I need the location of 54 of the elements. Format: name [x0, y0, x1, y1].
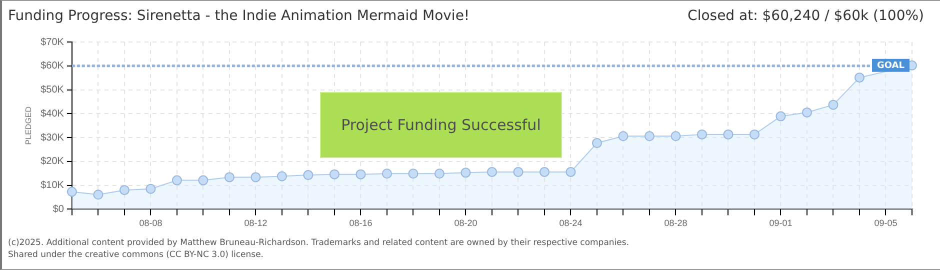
banner: Project Funding Successful	[320, 92, 562, 158]
point	[696, 129, 707, 140]
point	[198, 175, 208, 186]
y-tick-label: $0	[52, 204, 64, 215]
point	[434, 168, 444, 179]
point	[146, 184, 156, 194]
point	[513, 166, 524, 177]
text: Shared under the creative commons (CC BY-NC 3.0) license.	[8, 250, 264, 260]
x-tick-label: 08-08	[139, 218, 162, 228]
point	[566, 166, 576, 177]
x-tick-label: 08-12	[244, 218, 268, 228]
point	[828, 100, 838, 110]
point	[329, 169, 340, 180]
y-tick-label: $10K	[40, 180, 64, 192]
point	[250, 172, 261, 182]
chart-subtitle: Closed at: $60,240 / $60k (100%)	[688, 8, 924, 24]
point	[382, 168, 392, 179]
point	[723, 129, 734, 140]
point	[802, 107, 812, 118]
point	[224, 172, 234, 182]
ref-line-label: GOAL	[877, 61, 905, 72]
text: (c)2025. Additional content provided by Matthew Bruneau-Richardson. Trademarks and related content are owned by their respective companies.	[8, 238, 630, 248]
point	[486, 166, 497, 177]
point	[276, 171, 287, 182]
point	[303, 170, 314, 180]
point	[356, 169, 366, 180]
point	[670, 131, 681, 142]
x-tick-label: 08-28	[664, 218, 688, 228]
point	[93, 190, 104, 200]
point	[539, 166, 550, 177]
chart-title: Funding Progress: Sirenetta - the Indie Animation Mermaid Movie!	[8, 8, 470, 24]
point	[460, 168, 471, 178]
x-tick-label: 09-01	[769, 218, 792, 228]
point	[749, 129, 760, 140]
y-tick-label: $20K	[40, 156, 64, 168]
y-tick-label: $40K	[40, 108, 64, 120]
y-axis-title: PLEDGED	[24, 106, 34, 145]
y-tick-label: $30K	[40, 132, 64, 144]
point	[592, 138, 602, 148]
point	[119, 185, 130, 196]
x-tick-label: 08-16	[349, 218, 372, 228]
point	[66, 186, 77, 197]
point	[618, 131, 628, 142]
x-tick-label: 08-20	[454, 218, 478, 228]
x-tick-label: 09-05	[874, 218, 898, 228]
point	[644, 131, 654, 142]
point	[172, 175, 182, 186]
point	[854, 72, 864, 83]
x-tick-label: 08-24	[559, 218, 582, 228]
y-tick-label: $70K	[40, 36, 64, 48]
y-tick-label: $60K	[40, 60, 64, 72]
point	[776, 111, 786, 122]
point	[408, 168, 418, 179]
y-tick-label: $50K	[40, 84, 64, 96]
